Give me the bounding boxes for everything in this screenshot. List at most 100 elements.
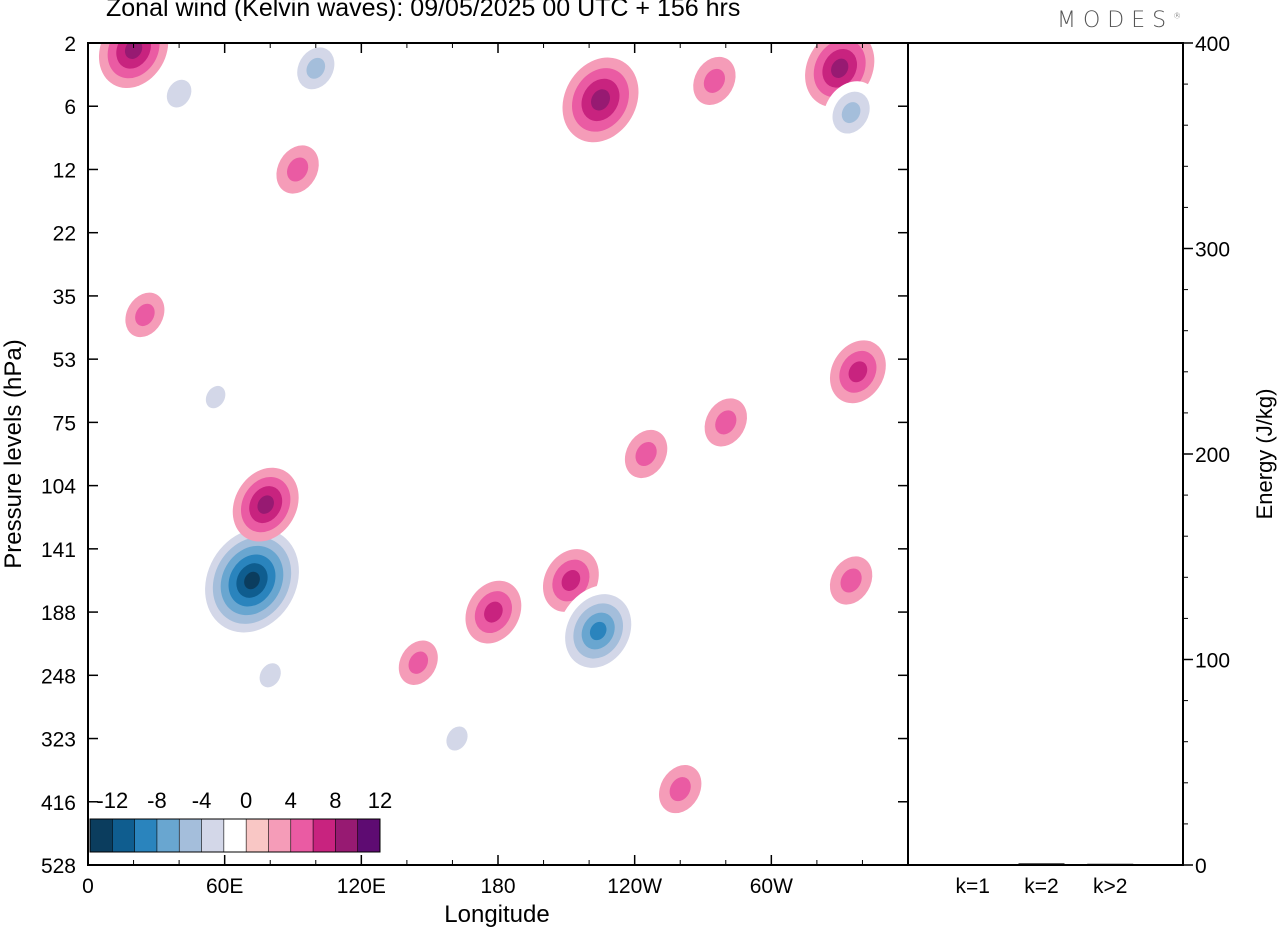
colorbar-swatch bbox=[112, 819, 135, 852]
field-contour bbox=[635, 441, 657, 467]
field-feature-2 bbox=[249, 651, 292, 700]
y-tick-label: 248 bbox=[41, 665, 76, 688]
field-contour bbox=[259, 663, 281, 688]
field-feature-5 bbox=[556, 584, 640, 678]
field-contour bbox=[124, 43, 143, 59]
colorbar-swatch bbox=[357, 819, 380, 852]
colorbar-label: -12 bbox=[96, 788, 128, 813]
field-feature-14 bbox=[659, 765, 702, 814]
field-contour bbox=[244, 571, 260, 590]
y-axis-ticks: 2 6 12 22 35 53 75 104 141 188 248 323 416 528 bbox=[41, 33, 908, 878]
y-tick-label: 528 bbox=[41, 855, 76, 878]
energy-tick-label: 400 bbox=[1195, 33, 1230, 56]
x-tick-label: 0 bbox=[82, 875, 94, 898]
plot-frame bbox=[87, 42, 909, 866]
y-tick-label: 6 bbox=[64, 96, 76, 119]
y-tick-label: 53 bbox=[53, 349, 76, 372]
colorbar-swatch bbox=[313, 819, 336, 852]
energy-tick-label: 200 bbox=[1195, 444, 1230, 467]
field-feature-7 bbox=[125, 292, 165, 338]
x-axis-label: Longitude bbox=[444, 901, 549, 928]
field-feature-13 bbox=[704, 398, 747, 447]
colorbar-swatch bbox=[268, 819, 291, 852]
energy-bar bbox=[1018, 863, 1065, 865]
colorbar-swatch bbox=[156, 819, 180, 852]
field-contour bbox=[831, 58, 849, 78]
field-feature-18 bbox=[287, 43, 344, 100]
energy-tick-label: 300 bbox=[1195, 239, 1230, 262]
colorbar-swatch bbox=[179, 819, 202, 852]
energy-category-label: k=2 bbox=[1024, 875, 1058, 898]
y-tick-label: 104 bbox=[41, 476, 76, 499]
energy-panel-frame bbox=[907, 42, 1184, 866]
chart-title: Zonal wind (Kelvin waves): 09/05/2025 00… bbox=[106, 0, 741, 22]
field-contour bbox=[205, 385, 226, 409]
field-contour bbox=[561, 570, 581, 591]
energy-category-label: k>2 bbox=[1093, 875, 1127, 898]
field-feature-22 bbox=[693, 56, 736, 105]
colorbar-swatch bbox=[290, 819, 314, 852]
field-feature-8 bbox=[196, 374, 236, 420]
field-feature-6 bbox=[435, 714, 479, 763]
colorbar-swatch bbox=[223, 819, 247, 852]
field-contour bbox=[287, 157, 309, 182]
field-contour bbox=[840, 568, 862, 593]
energy-bar bbox=[1087, 863, 1134, 866]
y-tick-label: 35 bbox=[53, 286, 76, 309]
field-feature-19 bbox=[562, 57, 639, 143]
y-tick-label: 416 bbox=[41, 792, 76, 815]
colorbar-swatch bbox=[90, 819, 113, 852]
colorbar-label: 8 bbox=[329, 788, 341, 813]
field-contour bbox=[669, 777, 691, 802]
x-tick-label: 60E bbox=[206, 875, 243, 898]
colorbar-swatch bbox=[335, 819, 358, 852]
field-feature-16 bbox=[98, 43, 169, 89]
field-feature-17 bbox=[154, 65, 204, 122]
field-contour bbox=[408, 651, 429, 674]
colorbar-swatch bbox=[201, 819, 224, 852]
energy-axis-label: Energy (J/kg) bbox=[1252, 389, 1277, 520]
field-contour bbox=[589, 621, 607, 641]
colorbar-swatch bbox=[246, 819, 269, 852]
y-tick-label: 22 bbox=[53, 223, 76, 246]
x-tick-label: 120E bbox=[337, 875, 386, 898]
field-feature-3 bbox=[465, 580, 522, 644]
colorbar-label: -4 bbox=[192, 788, 212, 813]
x-tick-label: 120W bbox=[607, 875, 662, 898]
field-contour bbox=[703, 68, 725, 93]
y-tick-label: 2 bbox=[64, 33, 76, 56]
field-contour bbox=[715, 410, 737, 435]
energy-bars: k=1 k=2 k>2 bbox=[949, 863, 1134, 898]
field-feature-12 bbox=[624, 429, 668, 479]
wind-field bbox=[98, 43, 886, 814]
y-tick-label: 12 bbox=[53, 159, 76, 182]
field-feature-10 bbox=[829, 556, 873, 605]
field-contour bbox=[306, 57, 326, 79]
field-feature-1 bbox=[232, 467, 299, 542]
field-feature-15 bbox=[276, 145, 319, 194]
field-contour bbox=[591, 89, 610, 111]
field-contour bbox=[166, 79, 192, 108]
y-tick-label: 75 bbox=[53, 412, 76, 435]
x-tick-label: 60W bbox=[750, 875, 793, 898]
colorbar-label: 4 bbox=[285, 788, 297, 813]
colorbar-label: -8 bbox=[147, 788, 167, 813]
x-tick-label: 180 bbox=[480, 875, 515, 898]
y-tick-label: 323 bbox=[41, 729, 76, 752]
colorbar-swatch bbox=[134, 819, 157, 852]
field-feature-21 bbox=[823, 81, 880, 144]
energy-axis-ticks: 0 100 200 300 400 bbox=[1183, 33, 1230, 878]
energy-tick-label: 0 bbox=[1195, 855, 1207, 878]
field-contour bbox=[841, 102, 861, 124]
field-feature-0 bbox=[197, 519, 307, 642]
field-contour bbox=[135, 303, 155, 327]
colorbar: -12 -8 -4 0 4 8 12 bbox=[89, 788, 392, 853]
y-tick-label: 141 bbox=[41, 539, 76, 562]
field-contour bbox=[257, 495, 274, 514]
colorbar-label: 0 bbox=[240, 788, 252, 813]
x-axis-ticks: 0 60E 120E 180 120W 60W bbox=[82, 43, 863, 898]
colorbar-label: 12 bbox=[368, 788, 392, 813]
energy-bar bbox=[949, 864, 996, 866]
brand-logo: MODES® bbox=[1057, 8, 1182, 33]
